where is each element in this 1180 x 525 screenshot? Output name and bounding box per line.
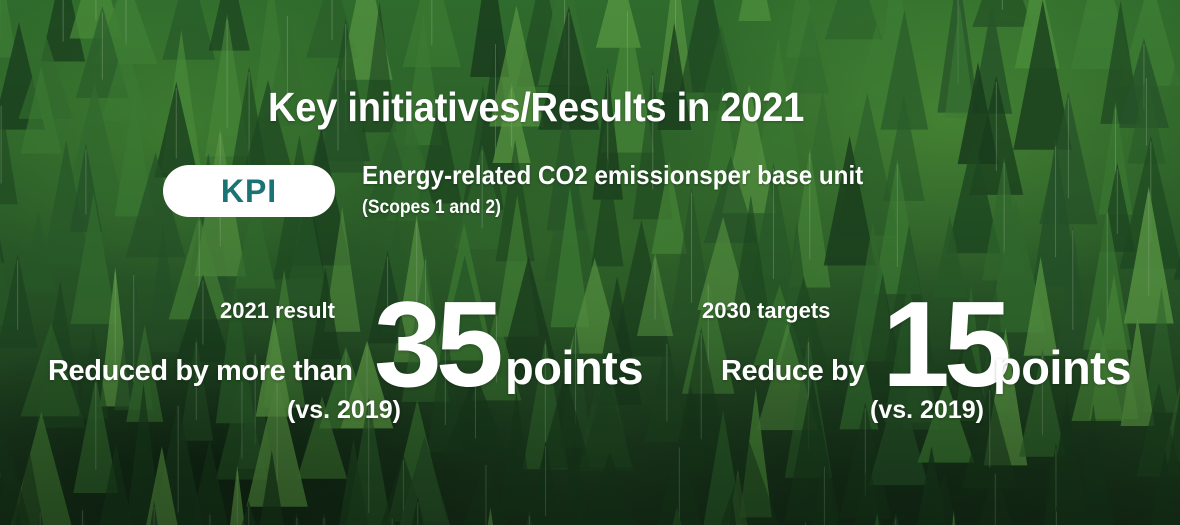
result-label: 2021 result (220, 298, 335, 323)
result-prefix: Reduced by more than (48, 355, 353, 387)
kpi-scope: (Scopes 1 and 2) (362, 197, 501, 218)
result-unit: points (505, 341, 643, 394)
result-baseline-note: (vs. 2019) (287, 396, 401, 424)
page-title: Key initiatives/Results in 2021 (268, 84, 805, 130)
target-label: 2030 targets (702, 298, 831, 323)
target-value: 15 (882, 276, 1012, 412)
target-baseline-note: (vs. 2019) (870, 396, 984, 424)
kpi-badge: KPI (163, 165, 335, 217)
kpi-badge-label: KPI (220, 172, 278, 209)
kpi-metric: Energy-related CO2 emissionsper base uni… (362, 160, 864, 190)
target-unit: points (993, 341, 1131, 394)
result-value: 35 (374, 276, 504, 412)
target-prefix: Reduce by (721, 355, 865, 387)
